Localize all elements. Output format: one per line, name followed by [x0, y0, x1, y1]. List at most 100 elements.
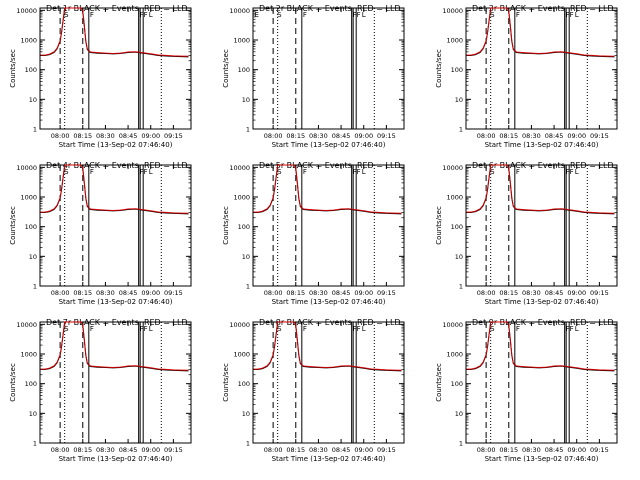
y-tick-label: 10: [242, 253, 250, 261]
x-tick-label: 09:00: [354, 289, 373, 297]
x-tick-label: 08:30: [96, 289, 115, 297]
plot-frame: [252, 321, 405, 444]
y-tick-label: 100: [238, 223, 250, 231]
y-axis-label: Counts/sec: [222, 363, 230, 402]
x-tick-label: 08:45: [545, 132, 564, 140]
y-tick-label: 100: [238, 380, 250, 388]
flag-letter: L: [149, 325, 153, 333]
events-series-line: [466, 321, 615, 372]
y-tick-label: 10000: [442, 7, 463, 15]
flag-letter: L: [575, 168, 579, 176]
x-tick-label: 09:00: [141, 289, 160, 297]
x-tick-label: 09:00: [354, 446, 373, 454]
flag-letter: FF: [140, 11, 148, 19]
flag-letter: F: [303, 11, 307, 19]
y-tick-label: 10: [242, 96, 250, 104]
plot-frame: [39, 321, 192, 444]
flag-letter: S: [277, 11, 282, 19]
flag-letter: F: [90, 11, 94, 19]
x-tick-label: 09:15: [164, 132, 183, 140]
y-tick-label: 100: [25, 380, 37, 388]
x-tick-label: 08:15: [286, 132, 305, 140]
flag-letter: F: [516, 325, 520, 333]
x-tick-label: 08:15: [73, 132, 92, 140]
x-tick-label: 08:15: [73, 289, 92, 297]
y-tick-label: 1: [33, 440, 37, 448]
y-tick-label: 1000: [446, 37, 463, 45]
x-axis-label: Start Time (13-Sep-02 07:46:40): [485, 455, 599, 463]
y-tick-label: 10: [29, 410, 37, 418]
x-tick-label: 09:15: [377, 446, 396, 454]
x-axis-label: Start Time (13-Sep-02 07:46:40): [272, 455, 386, 463]
x-tick-label: 09:00: [567, 289, 586, 297]
flag-letter: F: [90, 168, 94, 176]
plot-frame: [39, 164, 192, 287]
flag-letter: FF: [353, 168, 361, 176]
y-tick-label: 1000: [20, 351, 37, 359]
y-tick-label: 100: [451, 66, 463, 74]
flag-letter: L: [362, 325, 366, 333]
flag-letter: S: [64, 11, 69, 19]
detector-panel: Det 7r BLACK = Events, RED = LLD11010010…: [9, 318, 192, 463]
plot-frame: [252, 164, 405, 287]
x-axis-label: Start Time (13-Sep-02 07:46:40): [485, 298, 599, 306]
y-tick-label: 10000: [229, 321, 250, 329]
flag-letter: S: [64, 168, 69, 176]
y-tick-label: 1: [459, 283, 463, 291]
y-axis-label: Counts/sec: [9, 49, 17, 88]
x-tick-label: 09:00: [567, 446, 586, 454]
x-tick-label: 08:00: [51, 132, 70, 140]
events-series-line: [253, 164, 402, 215]
x-tick-label: 08:00: [264, 446, 283, 454]
lld-series-line: [253, 164, 402, 214]
flag-letter: L: [575, 325, 579, 333]
x-tick-label: 08:15: [499, 289, 518, 297]
y-tick-label: 100: [238, 66, 250, 74]
y-tick-label: 100: [451, 223, 463, 231]
x-tick-label: 09:15: [590, 132, 609, 140]
plot-frame: [39, 7, 192, 130]
y-axis-label: Counts/sec: [222, 206, 230, 245]
x-tick-label: 08:45: [119, 446, 138, 454]
x-tick-label: 09:00: [567, 132, 586, 140]
x-tick-label: 08:00: [477, 132, 496, 140]
x-tick-label: 08:30: [96, 446, 115, 454]
y-tick-label: 10000: [16, 7, 37, 15]
x-tick-label: 08:00: [51, 289, 70, 297]
plot-frame: [465, 164, 618, 287]
events-series-line: [40, 7, 189, 58]
x-tick-label: 08:45: [119, 289, 138, 297]
flag-letter: L: [362, 168, 366, 176]
flag-letter: S: [277, 325, 282, 333]
lld-series-line: [466, 7, 615, 57]
detector-panel: Det 8r BLACK = Events, RED = LLD11010010…: [222, 318, 405, 463]
x-tick-label: 08:30: [309, 446, 328, 454]
y-tick-label: 10: [242, 410, 250, 418]
y-tick-label: 100: [25, 66, 37, 74]
x-tick-label: 08:15: [286, 289, 305, 297]
x-tick-label: 09:15: [164, 446, 183, 454]
x-tick-label: 08:30: [309, 132, 328, 140]
detector-panel: Det 1r BLACK = Events, RED = LLD11010010…: [9, 4, 192, 149]
plot-frame: [465, 7, 618, 130]
x-tick-label: 08:30: [522, 446, 541, 454]
y-tick-label: 10: [455, 253, 463, 261]
x-axis-label: Start Time (13-Sep-02 07:46:40): [485, 141, 599, 149]
flag-letter: FF: [566, 11, 574, 19]
x-tick-label: 09:15: [590, 289, 609, 297]
flag-letter: S: [490, 11, 495, 19]
flag-letter: FF: [353, 11, 361, 19]
x-tick-label: 09:00: [354, 132, 373, 140]
flag-letter: S: [277, 168, 282, 176]
x-tick-label: 08:45: [332, 289, 351, 297]
x-tick-label: 09:15: [164, 289, 183, 297]
detector-panel: Det 9r BLACK = Events, RED = LLD11010010…: [435, 318, 618, 463]
events-series-line: [466, 164, 615, 215]
plot-frame: [252, 7, 405, 130]
y-tick-label: 100: [25, 223, 37, 231]
detector-panel: Det 2r BLACK = Events, RED = LLD11010010…: [222, 4, 405, 149]
y-tick-label: 1000: [446, 194, 463, 202]
y-axis-label: Counts/sec: [435, 206, 443, 245]
y-tick-label: 10000: [229, 7, 250, 15]
